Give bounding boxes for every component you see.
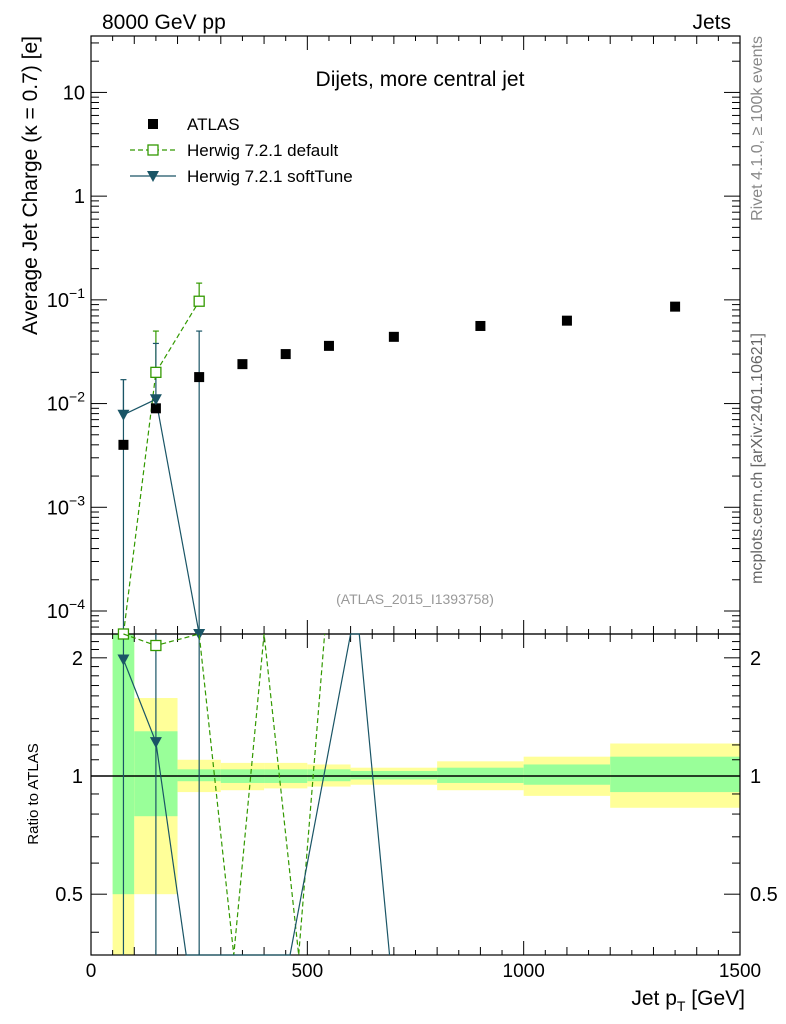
legend-atlas-marker <box>148 119 158 129</box>
softtune-ratio-line <box>122 633 391 956</box>
atlas-data-point <box>670 301 681 312</box>
atlas-data-point <box>388 331 399 342</box>
ratio-tick-label: 0.5 <box>55 884 83 906</box>
ratio-y-axis-label: Ratio to ATLAS <box>25 743 42 844</box>
atlas-data-point <box>323 340 334 351</box>
x-tick-label: 1500 <box>719 961 761 982</box>
header-right: Jets <box>692 11 731 34</box>
softtune-series-line <box>123 398 200 635</box>
y-tick-label-exp: −3 <box>69 492 85 508</box>
legend-label: Herwig 7.2.1 softTune <box>187 167 353 186</box>
ratio-tick-label: 2 <box>72 648 83 670</box>
y-axis-label: Average Jet Charge (κ = 0.7) [e] <box>19 36 42 335</box>
x-tick-label: 0 <box>86 961 97 982</box>
legend-default-marker <box>147 144 159 156</box>
x-axis-label-unit: [GeV] <box>685 987 745 1010</box>
ratio-band-inner <box>610 756 740 793</box>
softtune-data-point <box>149 394 162 406</box>
side-text-top: Rivet 4.1.0, ≥ 100k events <box>749 36 766 221</box>
y-tick-label-base: 10 <box>47 497 69 519</box>
y-tick-label-base: 10 <box>47 290 69 312</box>
default-data-point <box>150 366 162 378</box>
atlas-data-point <box>118 439 129 450</box>
header-left: 8000 GeV pp <box>102 11 226 34</box>
x-tick-label: 1000 <box>503 961 545 982</box>
chart-title: Dijets, more central jet <box>316 68 525 91</box>
y-tick-label: 10−1 <box>47 285 85 312</box>
ratio-tick-label-right: 1 <box>750 766 761 788</box>
y-tick-label: 10−4 <box>47 596 85 623</box>
softtune-data-point <box>117 409 130 421</box>
ratio-tick-label: 1 <box>72 766 83 788</box>
legend-label: Herwig 7.2.1 default <box>187 141 338 160</box>
side-text-bottom: mcplots.cern.ch [arXiv:2401.10621] <box>749 333 766 584</box>
y-tick-label-exp: −1 <box>69 285 85 301</box>
legend-label: ATLAS <box>187 115 240 134</box>
softtune-data-point <box>193 629 206 640</box>
legend: ATLAS Herwig 7.2.1 default Herwig 7.2.1 so… <box>130 115 353 186</box>
y-tick-label: 10 <box>63 82 85 104</box>
x-axis-label: Jet pT [GeV] <box>631 987 745 1014</box>
ratio-tick-label-right: 2 <box>750 648 761 670</box>
x-axis-label-sub: T <box>677 998 686 1014</box>
legend-softtune-marker <box>147 171 159 182</box>
atlas-data-point <box>280 349 291 360</box>
watermark: (ATLAS_2015_I1393758) <box>336 591 494 607</box>
softtune-ratio-point <box>117 654 130 666</box>
x-axis-label-main: Jet p <box>631 987 677 1010</box>
atlas-data-point <box>237 359 248 370</box>
atlas-data-point <box>561 315 572 326</box>
default-ratio-point <box>150 639 162 652</box>
default-series-line <box>122 300 200 635</box>
y-tick-label-exp: −2 <box>69 389 85 405</box>
y-tick-label-base: 10 <box>47 394 69 416</box>
x-tick-label: 500 <box>291 961 323 982</box>
y-tick-label-base: 10 <box>47 601 69 623</box>
default-data-point <box>193 295 205 307</box>
y-tick-label: 10−3 <box>47 492 85 519</box>
y-tick-label-exp: −4 <box>69 596 85 612</box>
atlas-data-point <box>194 372 205 383</box>
y-tick-label-base: 10 <box>63 82 85 104</box>
y-tick-label-base: 1 <box>74 186 85 208</box>
ratio-band-inner <box>350 770 438 780</box>
ratio-tick-label-right: 0.5 <box>750 884 778 906</box>
softtune-ratio-point <box>149 737 162 749</box>
ratio-band-inner <box>523 764 611 785</box>
atlas-data-point <box>475 320 486 331</box>
atlas-data-point <box>150 403 161 414</box>
y-tick-label: 1 <box>74 186 85 208</box>
y-tick-label: 10−2 <box>47 389 85 416</box>
